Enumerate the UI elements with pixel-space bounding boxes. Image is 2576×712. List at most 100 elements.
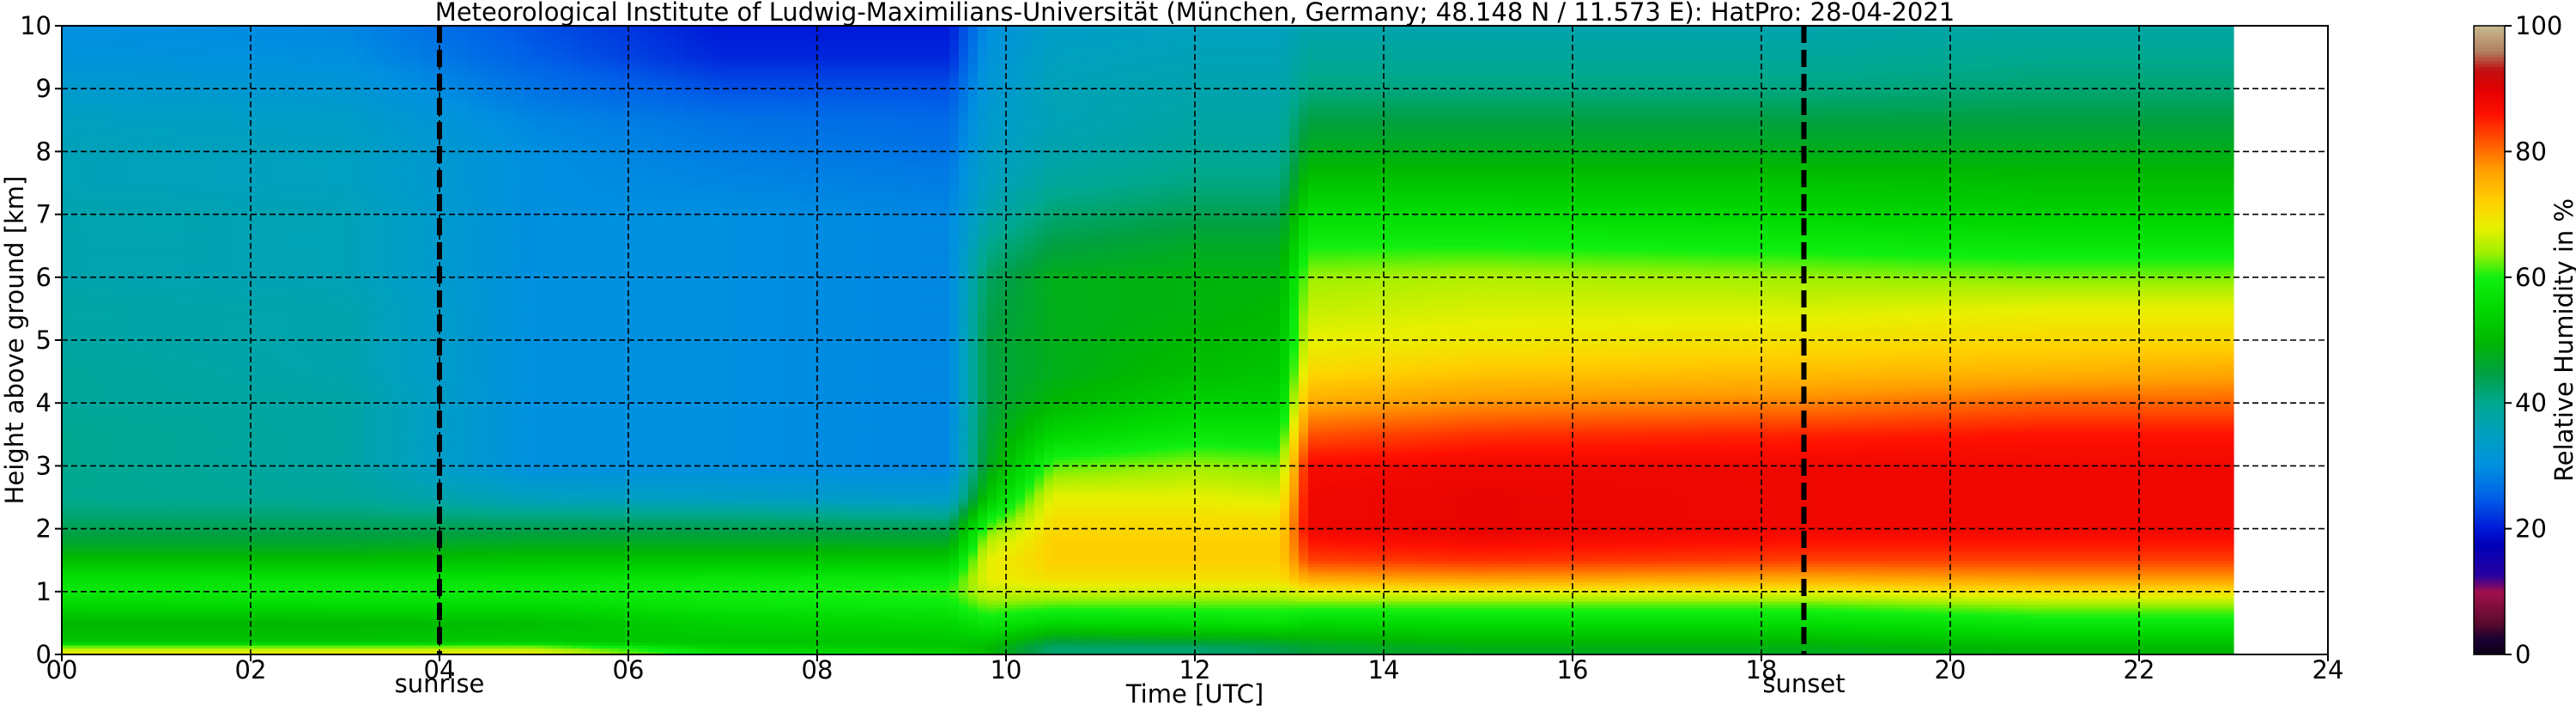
heatmap-cell — [175, 362, 185, 366]
heatmap-cell — [166, 576, 176, 580]
heatmap-cell — [118, 569, 129, 573]
heatmap-cell — [109, 425, 119, 429]
heatmap-cell — [147, 428, 157, 431]
heatmap-cell — [90, 161, 100, 164]
heatmap-cell — [62, 268, 72, 271]
heatmap-cell — [81, 224, 91, 228]
heatmap-cell — [71, 312, 82, 315]
heatmap-cell — [118, 582, 129, 586]
heatmap-cell — [81, 573, 91, 576]
heatmap-cell — [166, 79, 176, 82]
heatmap-cell — [109, 554, 119, 557]
heatmap-cell — [81, 123, 91, 126]
heatmap-cell — [71, 365, 82, 368]
heatmap-cell — [109, 613, 119, 617]
heatmap-cell — [100, 607, 110, 611]
heatmap-cell — [100, 545, 110, 548]
heatmap-cell — [128, 639, 138, 642]
heatmap-cell — [175, 560, 185, 563]
heatmap-cell — [62, 132, 72, 136]
heatmap-cell — [156, 356, 167, 359]
heatmap-cell — [137, 573, 148, 576]
heatmap-cell — [71, 494, 82, 497]
heatmap-cell — [90, 560, 100, 563]
heatmap-cell — [147, 280, 157, 283]
heatmap-cell — [90, 164, 100, 167]
heatmap-cell — [175, 259, 185, 262]
heatmap-cell — [90, 60, 100, 64]
heatmap-cell — [81, 344, 91, 347]
heatmap-cell — [166, 346, 176, 350]
heatmap-cell — [90, 302, 100, 306]
heatmap-cell — [62, 594, 72, 598]
heatmap-cell — [137, 545, 148, 548]
heatmap-cell — [118, 208, 129, 211]
heatmap-cell — [71, 539, 82, 542]
heatmap-cell — [147, 573, 157, 576]
heatmap-cell — [128, 539, 138, 542]
heatmap-cell — [166, 378, 176, 381]
heatmap-cell — [175, 344, 185, 347]
heatmap-cell — [109, 623, 119, 626]
heatmap-cell — [137, 95, 148, 99]
heatmap-cell — [62, 551, 72, 554]
heatmap-cell — [137, 648, 148, 652]
heatmap-cell — [100, 557, 110, 561]
heatmap-cell — [71, 632, 82, 636]
heatmap-cell — [128, 362, 138, 366]
heatmap-cell — [166, 513, 176, 516]
heatmap-cell — [62, 447, 72, 450]
heatmap-cell — [100, 327, 110, 331]
heatmap-cell — [147, 469, 157, 472]
heatmap-cell — [118, 425, 129, 429]
heatmap-cell — [100, 283, 110, 287]
heatmap-cell — [109, 243, 119, 246]
heatmap-cell — [81, 120, 91, 124]
heatmap-cell — [166, 428, 176, 431]
heatmap-cell — [71, 224, 82, 228]
heatmap-cell — [175, 117, 185, 120]
heatmap-cell — [62, 79, 72, 82]
heatmap-cell — [147, 617, 157, 620]
heatmap-cell — [118, 441, 129, 444]
heatmap-cell — [109, 437, 119, 441]
heatmap-cell — [166, 545, 176, 548]
heatmap-cell — [147, 642, 157, 645]
heatmap-cell — [147, 459, 157, 463]
heatmap-cell — [175, 111, 185, 114]
heatmap-cell — [90, 306, 100, 309]
heatmap-cell — [156, 374, 167, 378]
heatmap-cell — [109, 391, 119, 394]
heatmap-cell — [137, 419, 148, 423]
heatmap-cell — [166, 642, 176, 645]
heatmap-cell — [62, 356, 72, 359]
heatmap-cell — [118, 444, 129, 447]
heatmap-cell — [175, 132, 185, 136]
heatmap-cell — [147, 327, 157, 331]
heatmap-cell — [71, 507, 82, 510]
heatmap-cell — [137, 585, 148, 588]
heatmap-cell — [175, 221, 185, 224]
heatmap-cell — [166, 283, 176, 287]
heatmap-cell — [118, 503, 129, 507]
heatmap-cell — [156, 456, 167, 459]
heatmap-cell — [166, 410, 176, 413]
heatmap-cell — [62, 513, 72, 516]
heatmap-cell — [62, 51, 72, 54]
heatmap-cell — [90, 594, 100, 598]
heatmap-cell — [109, 359, 119, 362]
heatmap-cell — [137, 491, 148, 495]
heatmap-cell — [109, 630, 119, 633]
heatmap-cell — [166, 123, 176, 126]
heatmap-cell — [156, 39, 167, 42]
heatmap-cell — [118, 192, 129, 196]
heatmap-cell — [62, 158, 72, 161]
heatmap-cell — [118, 607, 129, 611]
heatmap-cell — [128, 58, 138, 61]
heatmap-cell — [156, 120, 167, 124]
heatmap-cell — [166, 557, 176, 561]
heatmap-cell — [128, 520, 138, 523]
heatmap-cell — [118, 161, 129, 164]
heatmap-cell — [137, 98, 148, 101]
heatmap-cell — [156, 224, 167, 228]
